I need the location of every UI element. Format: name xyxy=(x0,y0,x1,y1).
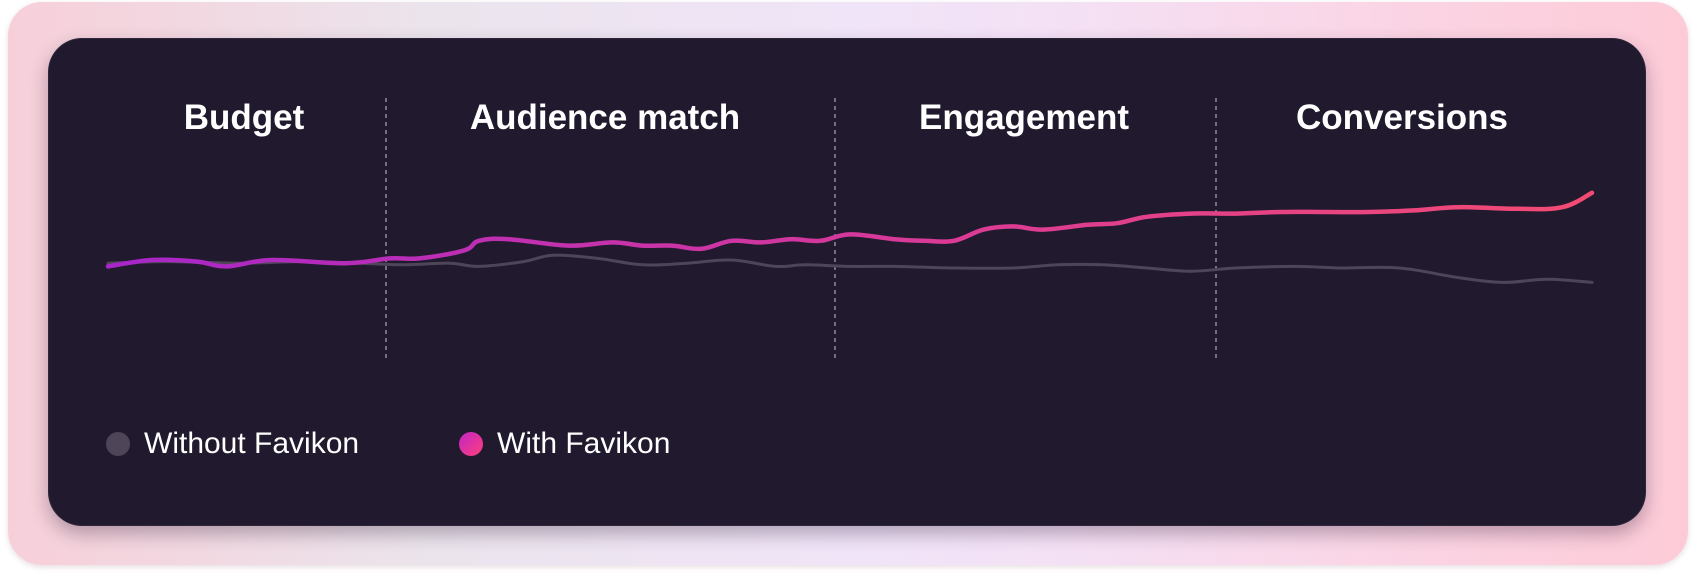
legend-item-without-favikon: Without Favikon xyxy=(106,424,359,464)
stage-label-budget: Budget xyxy=(183,98,305,137)
legend-dot-with-favikon xyxy=(459,432,483,456)
legend-label-with-favikon: With Favikon xyxy=(497,427,671,460)
stage-dividers xyxy=(385,98,1217,358)
legend-dot-without-favikon xyxy=(106,432,130,456)
stage-label-audience-match: Audience match xyxy=(469,98,741,137)
legend-label-without-favikon: Without Favikon xyxy=(144,427,360,460)
series-line-with-favikon xyxy=(105,190,1595,269)
chart-card xyxy=(48,38,1646,526)
series-line-without-favikon xyxy=(106,253,1594,284)
legend-item-with-favikon: With Favikon xyxy=(459,424,670,464)
stage-label-conversions: Conversions xyxy=(1296,98,1508,137)
series-layer xyxy=(105,190,1595,284)
stage-label-engagement: Engagement xyxy=(918,98,1130,137)
